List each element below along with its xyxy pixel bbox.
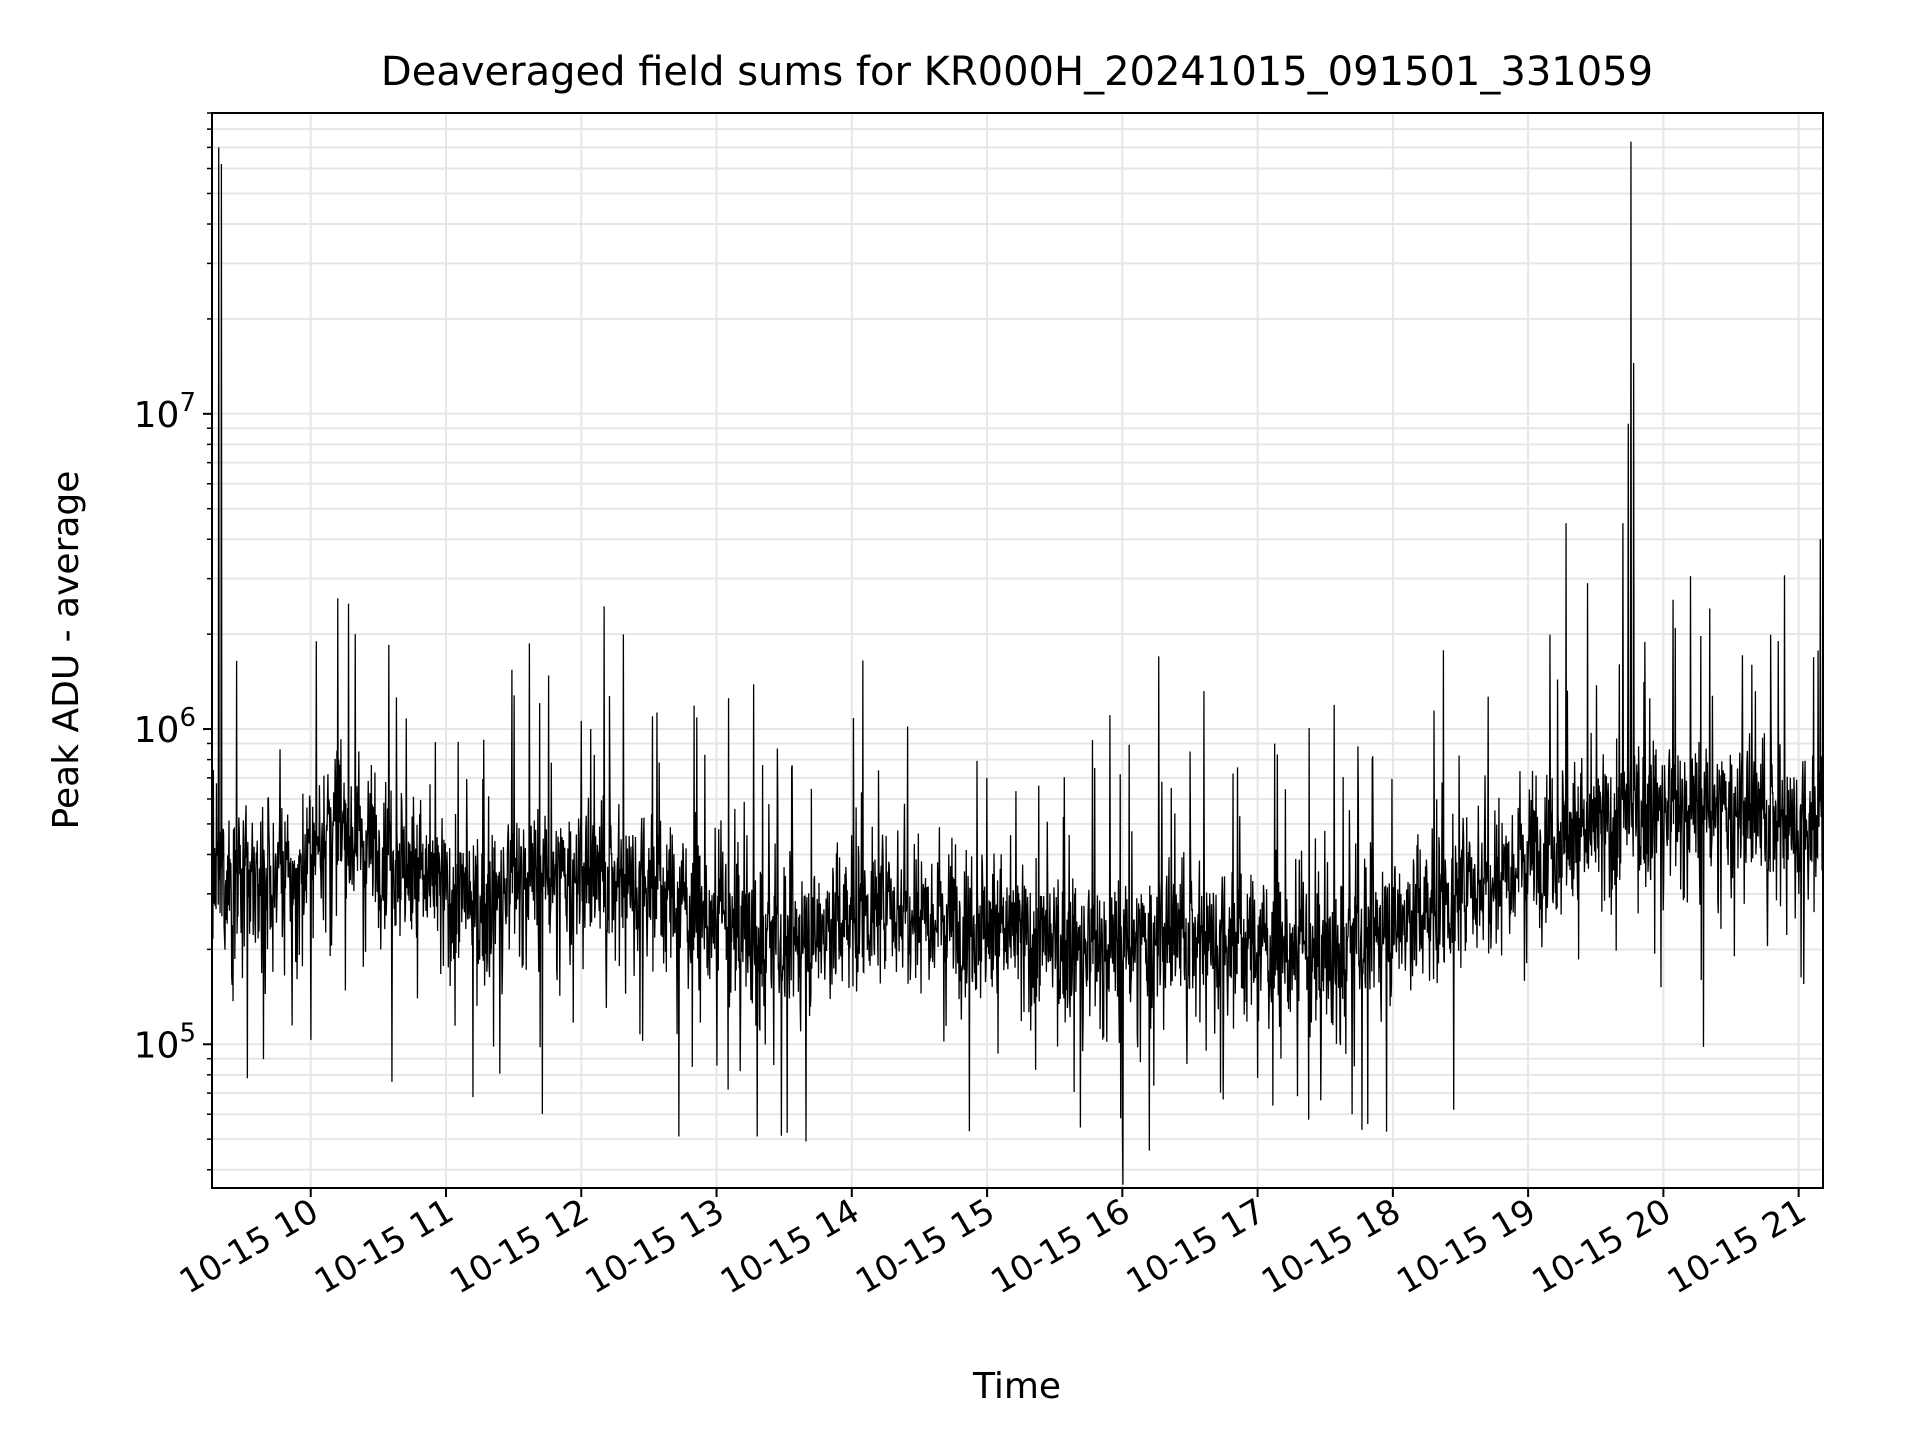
chart-title: Deaveraged field sums for KR000H_2024101…: [381, 49, 1653, 95]
y-axis-label: Peak ADU - average: [46, 471, 87, 830]
plot-frame: [211, 112, 1824, 1189]
series-layer: [211, 141, 1824, 1185]
x-axis-label: Time: [972, 1366, 1061, 1407]
grid: [212, 112, 1823, 1188]
y-tick-label: 106: [134, 703, 196, 751]
series-line: [211, 141, 1824, 1185]
y-tick-label: 107: [134, 388, 196, 436]
y-tick-label: 105: [134, 1018, 196, 1066]
